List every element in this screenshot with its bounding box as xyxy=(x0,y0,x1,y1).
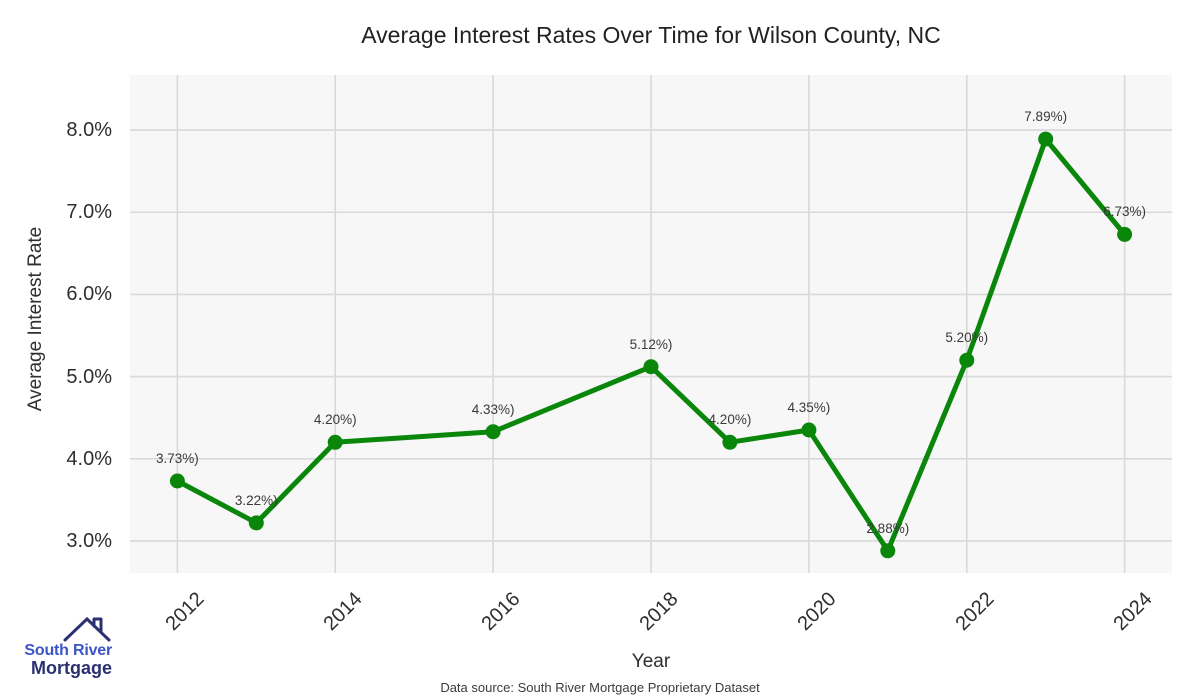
point-value-label: 5.12%) xyxy=(629,336,673,352)
data-point-marker xyxy=(959,352,975,368)
y-axis-tick-label: 4.0% xyxy=(66,447,112,470)
point-value-label: 4.33%) xyxy=(471,401,515,417)
x-axis-tick-label: 2020 xyxy=(793,588,841,636)
data-point-marker xyxy=(248,515,264,531)
chart-title: Average Interest Rates Over Time for Wil… xyxy=(361,22,941,48)
point-value-label: 7.89%) xyxy=(1024,109,1068,125)
data-point-marker xyxy=(1117,226,1133,242)
data-point-marker xyxy=(643,359,659,375)
south-river-mortgage-logo: South River Mortgage xyxy=(22,612,134,684)
x-axis-tick-label: 2022 xyxy=(951,588,999,636)
point-value-label: 3.22%) xyxy=(234,492,278,508)
point-value-label: 5.20%) xyxy=(945,330,989,346)
data-point-marker xyxy=(722,434,738,450)
data-point-marker xyxy=(1038,131,1054,147)
point-value-label: 3.73%) xyxy=(155,450,199,466)
y-axis-tick-label: 8.0% xyxy=(66,119,112,142)
data-point-marker xyxy=(169,473,185,489)
y-axis-tick-label: 7.0% xyxy=(66,201,112,224)
y-axis-tick-label: 3.0% xyxy=(66,529,112,552)
line-chart xyxy=(130,75,1172,573)
y-axis-tick-label: 6.0% xyxy=(66,283,112,306)
point-value-label: 4.20%) xyxy=(313,412,357,428)
x-axis-tick-label: 2016 xyxy=(477,588,525,636)
x-axis-title: Year xyxy=(631,651,671,672)
point-value-label: 4.35%) xyxy=(787,400,831,415)
point-value-label: 2.88%) xyxy=(866,520,910,536)
point-value-label: 6.73%) xyxy=(1103,204,1147,220)
x-axis-tick-label: 2018 xyxy=(635,588,683,636)
plot-area xyxy=(130,75,1172,573)
data-point-marker xyxy=(327,434,343,450)
house-roof-icon xyxy=(63,616,111,642)
data-point-marker xyxy=(485,424,501,440)
y-axis-title: Average Interest Rate xyxy=(25,226,46,412)
data-point-marker xyxy=(880,543,896,559)
y-axis-tick-label: 5.0% xyxy=(66,365,112,388)
x-axis-tick-label: 2014 xyxy=(319,588,367,636)
point-value-label: 4.20%) xyxy=(708,412,752,428)
data-point-marker xyxy=(801,422,817,438)
x-axis-tick-label: 2012 xyxy=(161,588,209,636)
data-source-note: Data source: South River Mortgage Propri… xyxy=(440,680,760,695)
logo-text-south-river: South River xyxy=(24,642,112,659)
logo-text-mortgage: Mortgage xyxy=(31,658,112,678)
x-axis-tick-label: 2024 xyxy=(1109,588,1157,636)
